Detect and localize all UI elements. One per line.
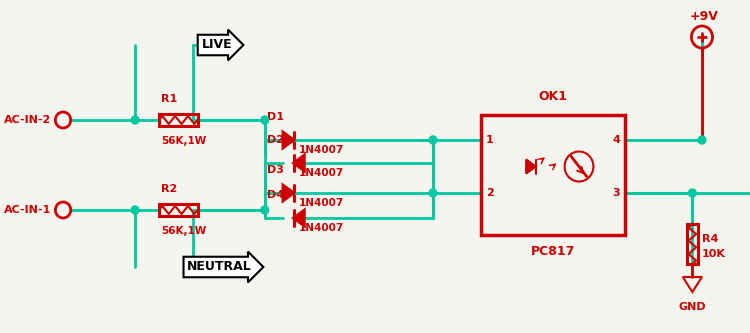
Bar xyxy=(159,204,197,216)
Circle shape xyxy=(261,206,268,214)
Text: 1N4007: 1N4007 xyxy=(298,198,344,208)
Text: D4: D4 xyxy=(267,190,284,200)
Text: 56K,1W: 56K,1W xyxy=(161,136,206,146)
Text: 1N4007: 1N4007 xyxy=(298,145,344,155)
Text: D2: D2 xyxy=(267,135,284,145)
Circle shape xyxy=(261,116,268,124)
Text: LIVE: LIVE xyxy=(202,39,232,52)
Text: 2: 2 xyxy=(486,188,494,198)
Bar xyxy=(481,115,625,235)
Text: AC-IN-2: AC-IN-2 xyxy=(4,115,52,125)
Circle shape xyxy=(131,206,139,214)
Text: 3: 3 xyxy=(613,188,620,198)
Text: 4: 4 xyxy=(613,135,620,145)
Text: D3: D3 xyxy=(267,165,284,175)
Text: GND: GND xyxy=(679,302,706,312)
Circle shape xyxy=(131,116,139,124)
Text: AC-IN-1: AC-IN-1 xyxy=(4,205,52,215)
Text: R1: R1 xyxy=(161,94,177,104)
Circle shape xyxy=(688,189,696,197)
Text: R4: R4 xyxy=(702,234,718,244)
Text: +9V: +9V xyxy=(689,10,718,23)
Text: PC817: PC817 xyxy=(531,245,575,258)
Text: 1N4007: 1N4007 xyxy=(298,223,344,233)
Text: 10K: 10K xyxy=(702,249,726,259)
Polygon shape xyxy=(283,185,294,201)
Text: D1: D1 xyxy=(267,112,284,122)
Polygon shape xyxy=(526,160,536,173)
Circle shape xyxy=(698,136,706,144)
Text: 1: 1 xyxy=(486,135,494,145)
Circle shape xyxy=(429,189,436,197)
Polygon shape xyxy=(294,155,304,171)
Text: NEUTRAL: NEUTRAL xyxy=(188,260,252,273)
Polygon shape xyxy=(283,132,294,148)
Text: R2: R2 xyxy=(161,184,177,194)
Bar xyxy=(686,224,698,264)
Text: OK1: OK1 xyxy=(538,90,568,103)
Circle shape xyxy=(429,136,436,144)
Text: 56K,1W: 56K,1W xyxy=(161,226,206,236)
Bar xyxy=(159,114,197,126)
Polygon shape xyxy=(294,210,304,226)
Text: 1N4007: 1N4007 xyxy=(298,168,344,178)
